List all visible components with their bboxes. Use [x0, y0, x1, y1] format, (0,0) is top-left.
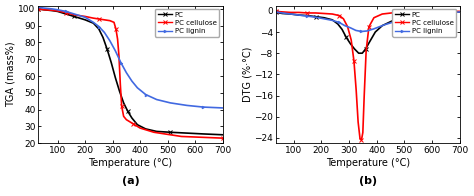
- Y-axis label: DTG (%·°C): DTG (%·°C): [242, 47, 252, 102]
- Legend: PC, PC cellulose, PC lignin: PC, PC cellulose, PC lignin: [392, 9, 456, 37]
- Text: (b): (b): [359, 176, 377, 186]
- Y-axis label: TGA (mass%): TGA (mass%): [6, 42, 16, 107]
- Text: (a): (a): [122, 176, 139, 186]
- X-axis label: Temperature (°C): Temperature (°C): [89, 158, 173, 168]
- Legend: PC, PC cellulose, PC lignin: PC, PC cellulose, PC lignin: [155, 9, 219, 37]
- X-axis label: Temperature (°C): Temperature (°C): [326, 158, 410, 168]
